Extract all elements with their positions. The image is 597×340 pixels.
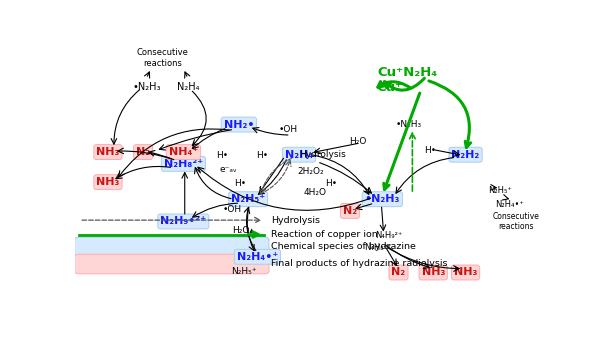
Text: H•: H•	[325, 179, 337, 188]
Text: N₂H₄•⁺: N₂H₄•⁺	[237, 252, 278, 262]
Text: NH₂•: NH₂•	[224, 120, 254, 130]
Text: H₂O▴: H₂O▴	[233, 226, 254, 235]
Text: Consecutive
reactions: Consecutive reactions	[137, 48, 189, 68]
Text: Chemical species of hydrazine: Chemical species of hydrazine	[271, 242, 416, 252]
FancyBboxPatch shape	[75, 254, 269, 274]
Text: N₂: N₂	[136, 147, 150, 157]
Text: N₂H₅⁺: N₂H₅⁺	[488, 186, 512, 194]
Text: N₂H₄•⁺: N₂H₄•⁺	[495, 200, 524, 209]
Text: NH₃: NH₃	[421, 268, 445, 277]
Text: Final products of hydrazine radiolysis: Final products of hydrazine radiolysis	[271, 259, 448, 269]
Text: N₂H₅⁺: N₂H₅⁺	[231, 267, 256, 276]
Text: 4H₂O: 4H₂O	[304, 188, 327, 197]
Text: •N₂H₃: •N₂H₃	[132, 82, 161, 91]
Text: H₂O: H₂O	[349, 137, 367, 146]
Text: N₂H₈²⁺: N₂H₈²⁺	[164, 159, 203, 169]
Text: N₄H₈²⁺: N₄H₈²⁺	[364, 243, 392, 252]
Text: N₄H₉²⁺: N₄H₉²⁺	[376, 231, 403, 240]
Text: •OH: •OH	[279, 125, 298, 134]
Text: Hydrolysis: Hydrolysis	[271, 216, 320, 225]
Text: H•: H•	[256, 152, 268, 160]
Text: 2H₂O₂: 2H₂O₂	[297, 167, 324, 176]
Text: H•: H•	[424, 146, 436, 155]
Text: N₂H₄: N₂H₄	[285, 150, 313, 160]
Text: Cu⁺: Cu⁺	[376, 81, 402, 95]
Text: N₂H₄: N₂H₄	[177, 82, 199, 91]
Text: H•: H•	[234, 179, 247, 188]
Text: •N₂H₃: •N₂H₃	[396, 120, 421, 129]
Text: e⁻ₐᵥ: e⁻ₐᵥ	[220, 165, 238, 174]
Text: N₂H₅⁺: N₂H₅⁺	[231, 194, 265, 204]
Text: N₂H₉•²⁺: N₂H₉•²⁺	[160, 217, 207, 226]
Text: NH₃: NH₃	[454, 268, 477, 277]
Text: H•: H•	[216, 152, 228, 160]
Text: N₂: N₂	[343, 206, 357, 216]
Text: NH₃: NH₃	[96, 177, 119, 187]
Text: NH₃: NH₃	[96, 147, 119, 157]
Text: N₂H₂: N₂H₂	[451, 150, 480, 160]
Text: Hydrolysis: Hydrolysis	[299, 150, 346, 159]
Text: Reaction of copper ion: Reaction of copper ion	[271, 230, 378, 239]
Text: •N₂H₃: •N₂H₃	[365, 194, 400, 204]
Text: •OH: •OH	[222, 205, 242, 214]
Text: Cu⁺N₂H₄: Cu⁺N₂H₄	[378, 66, 438, 79]
Text: NH₄⁺: NH₄⁺	[169, 147, 198, 157]
Text: Consecutive
reactions: Consecutive reactions	[493, 212, 540, 231]
Text: N₂: N₂	[392, 268, 405, 277]
FancyBboxPatch shape	[75, 237, 269, 257]
